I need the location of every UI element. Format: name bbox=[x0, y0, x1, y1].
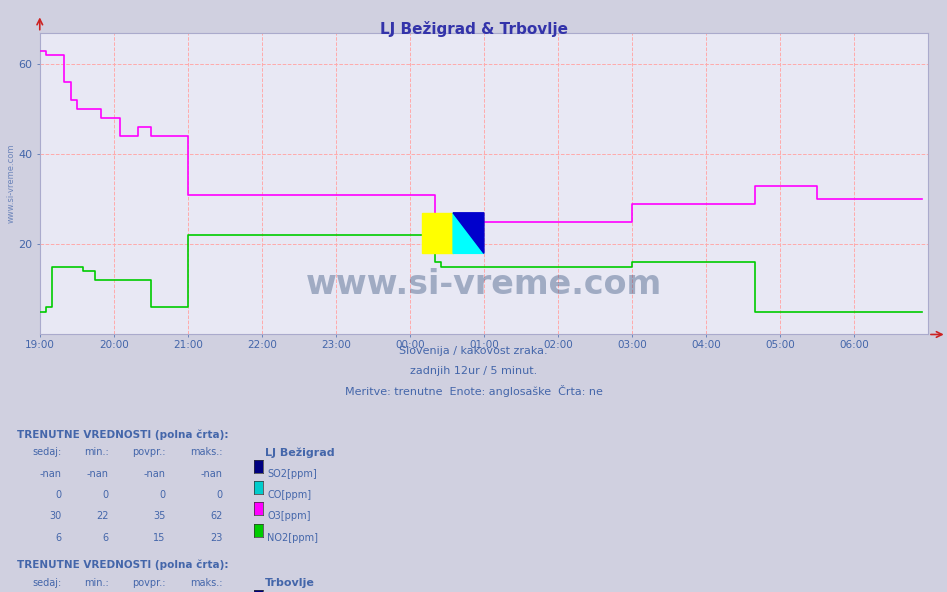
Text: -nan: -nan bbox=[144, 469, 166, 478]
Text: CO[ppm]: CO[ppm] bbox=[267, 490, 312, 500]
Text: sedaj:: sedaj: bbox=[32, 578, 62, 588]
Text: -nan: -nan bbox=[40, 469, 62, 478]
Text: 0: 0 bbox=[160, 490, 166, 500]
Text: Trbovlje: Trbovlje bbox=[265, 578, 315, 588]
Text: -nan: -nan bbox=[87, 469, 109, 478]
Text: min.:: min.: bbox=[84, 448, 109, 457]
Text: 15: 15 bbox=[153, 533, 166, 542]
Text: 0: 0 bbox=[103, 490, 109, 500]
Text: www.si-vreme.com: www.si-vreme.com bbox=[7, 144, 16, 223]
Text: TRENUTNE VREDNOSTI (polna črta):: TRENUTNE VREDNOSTI (polna črta): bbox=[17, 429, 228, 440]
Text: povpr.:: povpr.: bbox=[133, 578, 166, 588]
Text: 62: 62 bbox=[210, 511, 223, 521]
Text: 23: 23 bbox=[210, 533, 223, 542]
Text: 30: 30 bbox=[49, 511, 62, 521]
Text: maks.:: maks.: bbox=[190, 448, 223, 457]
Text: 0: 0 bbox=[56, 490, 62, 500]
Text: -nan: -nan bbox=[201, 469, 223, 478]
Text: 35: 35 bbox=[153, 511, 166, 521]
Text: 22: 22 bbox=[97, 511, 109, 521]
Polygon shape bbox=[453, 213, 484, 253]
Text: LJ Bežigrad: LJ Bežigrad bbox=[265, 448, 335, 458]
Text: Slovenija / kakovost zraka.: Slovenija / kakovost zraka. bbox=[400, 346, 547, 356]
Text: www.si-vreme.com: www.si-vreme.com bbox=[306, 268, 662, 301]
Bar bbox=[422, 213, 453, 253]
Text: min.:: min.: bbox=[84, 578, 109, 588]
Text: sedaj:: sedaj: bbox=[32, 448, 62, 457]
Text: povpr.:: povpr.: bbox=[133, 448, 166, 457]
Text: maks.:: maks.: bbox=[190, 578, 223, 588]
Text: SO2[ppm]: SO2[ppm] bbox=[267, 469, 317, 478]
Text: 0: 0 bbox=[217, 490, 223, 500]
Text: zadnjih 12ur / 5 minut.: zadnjih 12ur / 5 minut. bbox=[410, 366, 537, 376]
Text: TRENUTNE VREDNOSTI (polna črta):: TRENUTNE VREDNOSTI (polna črta): bbox=[17, 560, 228, 570]
Text: 6: 6 bbox=[103, 533, 109, 542]
Text: O3[ppm]: O3[ppm] bbox=[267, 511, 311, 521]
Text: LJ Bežigrad & Trbovlje: LJ Bežigrad & Trbovlje bbox=[380, 21, 567, 37]
Text: NO2[ppm]: NO2[ppm] bbox=[267, 533, 318, 542]
Text: Meritve: trenutne  Enote: anglosaške  Črta: ne: Meritve: trenutne Enote: anglosaške Črta… bbox=[345, 385, 602, 397]
Polygon shape bbox=[453, 213, 484, 253]
Text: 6: 6 bbox=[56, 533, 62, 542]
